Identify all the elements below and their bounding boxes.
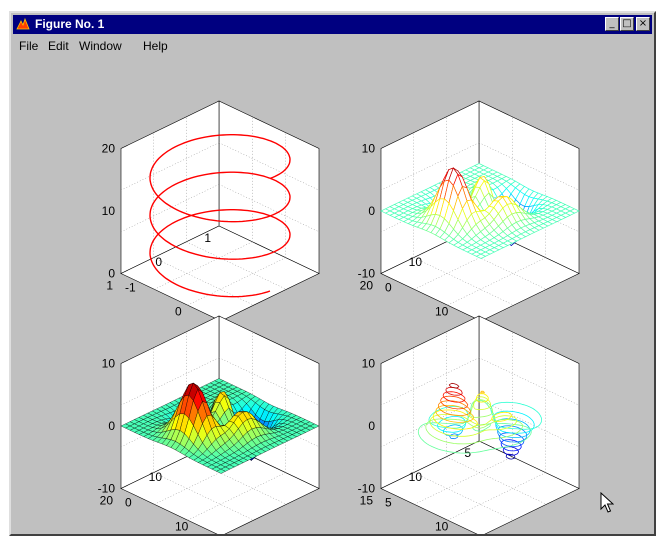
subplot-2: -100102010001020 — [358, 100, 580, 342]
grid-line — [218, 357, 320, 406]
maximize-button[interactable]: □ — [620, 17, 634, 31]
z-tick-label: 10 — [362, 357, 376, 371]
z-tick-label: 10 — [362, 142, 376, 156]
mouse-pointer-icon — [600, 492, 614, 513]
x-tick-label: 0 — [175, 304, 182, 318]
surface-cell — [216, 468, 226, 474]
z-tick-label: -10 — [98, 482, 116, 496]
mesh-cell — [475, 253, 487, 259]
y-tick-label: 1 — [204, 231, 211, 245]
grid-line — [218, 184, 320, 233]
z-tick-label: 20 — [102, 142, 116, 156]
z-tick-label: 0 — [368, 419, 375, 433]
x-tick-label: 0 — [125, 496, 132, 510]
contour-line — [442, 391, 466, 403]
grid-line — [187, 257, 286, 306]
grid-line — [186, 241, 287, 290]
z-tick-label: 10 — [102, 204, 116, 218]
title-bar[interactable]: Figure No. 1 _ □ × — [13, 15, 652, 34]
grid-line — [413, 472, 514, 521]
figure-canvas: 01020101-101-100102010001020-10010201000… — [13, 58, 652, 534]
contour-line — [448, 382, 460, 389]
subplot-4: -100101510551015 — [358, 315, 580, 534]
x-tick-label: -1 — [125, 281, 136, 295]
y-tick-label: 20 — [360, 279, 374, 293]
menu-window[interactable]: Window — [79, 39, 122, 53]
grid-line — [380, 357, 480, 406]
grid-line — [447, 257, 546, 306]
menu-bar: File Edit Window Help — [13, 36, 652, 56]
y-tick-label: 10 — [409, 255, 423, 269]
x-tick-label: 5 — [385, 496, 392, 510]
subplot-3: -100102010001020 — [98, 315, 320, 534]
menu-edit[interactable]: Edit — [48, 39, 69, 53]
grid-line — [153, 472, 254, 521]
z-tick-label: 0 — [108, 267, 115, 281]
helix-line — [149, 134, 291, 298]
grid-line — [187, 472, 286, 521]
grid-line — [478, 142, 580, 191]
y-tick-label: 10 — [409, 470, 423, 484]
x-tick-label: 0 — [385, 281, 392, 295]
grid-line — [447, 472, 546, 521]
x-tick-label: 10 — [175, 519, 189, 533]
menu-file[interactable]: File — [19, 39, 39, 53]
window-title: Figure No. 1 — [35, 17, 105, 31]
contour-line — [438, 400, 471, 416]
grid-line — [446, 456, 547, 505]
figure-window: Figure No. 1 _ □ × File Edit Window Help… — [9, 11, 656, 536]
grid-line — [413, 257, 514, 306]
matlab-logo-icon — [16, 17, 30, 31]
grid-line — [478, 399, 580, 448]
grid-line — [153, 257, 254, 306]
grid-line — [414, 456, 513, 505]
grid-line — [380, 142, 480, 191]
menu-help[interactable]: Help — [143, 39, 168, 53]
x-tick-label: 10 — [435, 519, 449, 533]
z-tick-label: -10 — [358, 267, 376, 281]
grid-line — [120, 357, 220, 406]
z-tick-label: 10 — [102, 357, 116, 371]
contour-line — [429, 396, 518, 437]
z-tick-label: 0 — [108, 419, 115, 433]
y-tick-label: 15 — [360, 494, 374, 508]
y-tick-label: 1 — [106, 279, 113, 293]
x-tick-label: 10 — [435, 304, 449, 318]
grid-line — [120, 184, 220, 233]
plots-canvas: 01020101-101-100102010001020-10010201000… — [98, 100, 580, 534]
z-tick-label: 0 — [368, 204, 375, 218]
grid-line — [478, 357, 580, 406]
grid-line — [120, 142, 220, 191]
y-tick-label: 0 — [155, 255, 162, 269]
y-tick-label: 10 — [149, 470, 163, 484]
close-button[interactable]: × — [636, 17, 650, 31]
z-tick-label: -10 — [358, 482, 376, 496]
y-tick-label: 20 — [100, 494, 114, 508]
minimize-button[interactable]: _ — [605, 17, 619, 31]
grid-line — [218, 142, 320, 191]
